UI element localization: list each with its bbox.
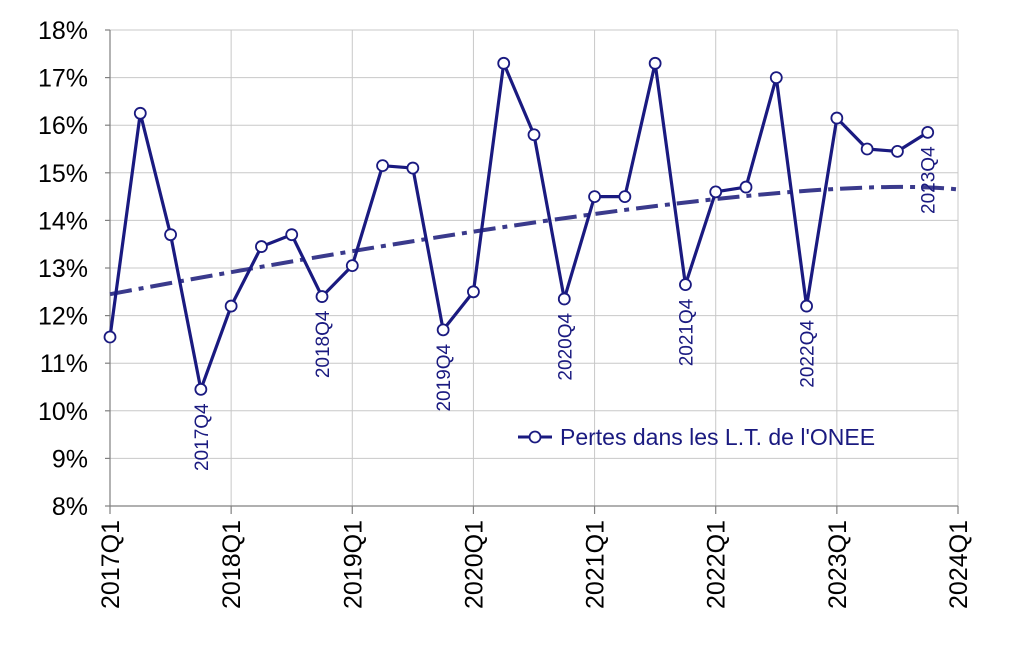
x-tick-label: 2023Q1	[824, 520, 852, 609]
y-tick-label: 17%	[38, 65, 88, 93]
axes	[105, 29, 959, 514]
legend-label: Pertes dans les L.T. de l'ONEE	[560, 424, 875, 450]
trendline	[109, 184, 959, 297]
data-point	[800, 299, 813, 313]
annotation-layer: 2017Q4 2018Q4 2019Q4 2020Q4 2021Q4 2022Q4 2023…	[192, 146, 940, 471]
annotation-label: 2017Q4	[192, 403, 213, 471]
annotation-label: 2023Q4	[919, 146, 940, 214]
annotation-label: 2022Q4	[798, 320, 819, 388]
y-tick-label: 16%	[38, 112, 88, 140]
annotation-label: 2018Q4	[313, 310, 334, 378]
annotation-label: 2021Q4	[676, 298, 697, 366]
y-tick-label: 11%	[40, 350, 88, 378]
legend: Pertes dans les L.T. de l'ONEE	[518, 424, 875, 450]
x-axis-tick-labels: 2017Q1 2018Q1 2019Q1 2020Q1 2021Q1 2022Q1 2023…	[97, 520, 973, 609]
data-point	[769, 71, 783, 84]
data-point	[467, 285, 480, 299]
y-tick-label: 8%	[52, 493, 88, 521]
data-point	[497, 56, 511, 70]
data-point	[830, 111, 844, 125]
y-tick-label: 10%	[38, 398, 88, 426]
data-point	[588, 190, 601, 204]
y-tick-label: 14%	[38, 207, 88, 235]
x-tick-label: 2019Q1	[339, 520, 367, 609]
data-point	[891, 144, 904, 158]
data-point	[376, 159, 389, 173]
annotation-label: 2019Q4	[434, 343, 455, 411]
y-axis-tick-labels: 8% 9% 10% 11% 12% 13% 14% 15% 16% 17% 18%	[38, 17, 88, 521]
data-point	[224, 299, 238, 313]
data-point	[315, 290, 329, 303]
x-tick-label: 2017Q1	[97, 520, 125, 609]
x-tick-label: 2018Q1	[218, 520, 246, 609]
y-tick-label: 12%	[38, 303, 88, 331]
data-point	[255, 240, 268, 253]
x-tick-label: 2024Q1	[945, 520, 973, 609]
data-point	[709, 185, 723, 199]
data-point	[557, 292, 571, 306]
data-point	[648, 56, 662, 70]
data-point	[345, 259, 359, 273]
annotation-label: 2020Q4	[555, 313, 576, 381]
data-point	[133, 106, 147, 120]
data-point	[739, 180, 753, 194]
x-tick-label: 2020Q1	[460, 520, 488, 609]
data-point	[860, 142, 874, 156]
data-point	[285, 228, 299, 242]
series-layer	[103, 56, 935, 396]
data-point	[618, 190, 632, 204]
data-point	[527, 128, 541, 142]
legend-marker-swatch	[528, 430, 542, 444]
x-tick-label: 2021Q1	[582, 520, 610, 609]
data-point	[194, 382, 208, 396]
data-point	[164, 228, 177, 242]
data-point	[679, 278, 692, 292]
data-point	[406, 161, 420, 175]
series-line	[108, 61, 929, 391]
x-tick-label: 2022Q1	[703, 520, 731, 609]
trendline-layer	[109, 184, 959, 297]
data-point	[921, 125, 935, 139]
y-tick-label: 18%	[38, 17, 88, 45]
grid-lines	[110, 29, 959, 506]
data-point	[436, 323, 450, 337]
data-point	[103, 330, 117, 344]
y-tick-label: 9%	[52, 445, 88, 473]
y-tick-label: 15%	[38, 160, 88, 188]
y-tick-label: 13%	[38, 255, 88, 283]
